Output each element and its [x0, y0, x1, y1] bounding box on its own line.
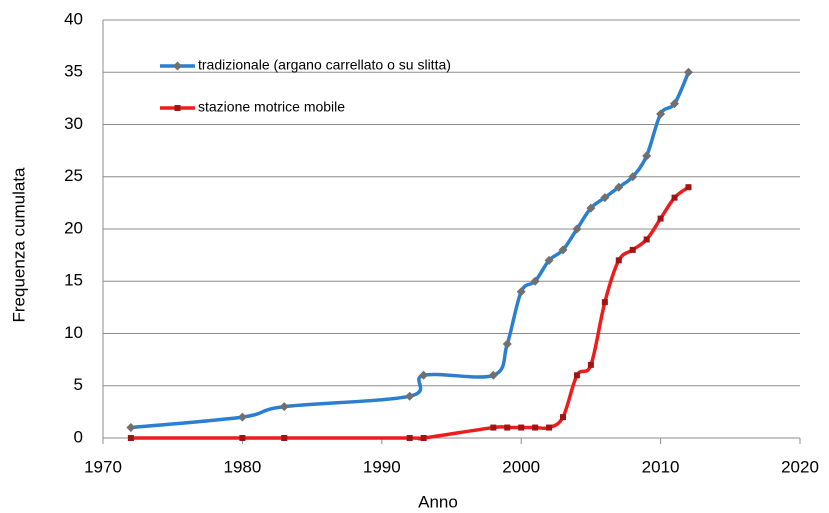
y-tick-label: 30 — [64, 114, 83, 133]
marker — [518, 424, 525, 431]
x-axis-label: Anno — [418, 492, 458, 511]
marker — [419, 370, 429, 380]
marker — [683, 67, 693, 77]
marker — [546, 424, 553, 431]
x-tick-label: 2020 — [781, 457, 819, 476]
legend-label: tradizionale (argano carrellato o su sli… — [198, 57, 451, 73]
y-axis-label: Frequenza cumulata — [9, 167, 28, 323]
legend-label: stazione motrice mobile — [198, 99, 345, 115]
marker — [656, 109, 666, 119]
y-tick-label: 10 — [64, 323, 83, 342]
legend-marker — [173, 61, 182, 71]
marker — [281, 435, 288, 441]
marker — [488, 370, 498, 380]
marker — [601, 299, 608, 306]
marker — [573, 372, 580, 379]
marker — [558, 245, 568, 255]
marker — [586, 203, 596, 213]
series-line — [130, 71, 691, 430]
y-tick-label: 20 — [64, 218, 83, 237]
marker — [628, 172, 638, 182]
marker — [685, 184, 692, 191]
marker — [405, 391, 415, 401]
marker — [657, 215, 664, 222]
marker — [237, 412, 247, 422]
marker — [587, 361, 594, 368]
marker — [615, 257, 622, 264]
marker — [642, 151, 652, 161]
x-tick-label: 1970 — [84, 457, 122, 476]
x-tick-label: 1990 — [363, 457, 401, 476]
marker — [614, 182, 624, 192]
marker — [530, 276, 540, 286]
marker — [560, 414, 567, 421]
y-tick-label: 15 — [64, 271, 83, 290]
marker — [126, 423, 136, 433]
x-tick-label: 1980 — [223, 457, 261, 476]
marker — [572, 224, 582, 234]
marker — [643, 236, 650, 243]
marker — [629, 246, 636, 253]
marker — [532, 424, 539, 431]
y-tick-label: 35 — [64, 62, 83, 81]
marker — [544, 255, 554, 265]
marker — [279, 402, 289, 412]
y-tick-label: 25 — [64, 166, 83, 185]
marker — [670, 99, 680, 109]
series-line — [130, 185, 690, 441]
marker — [420, 435, 427, 441]
x-tick-label: 2010 — [642, 457, 680, 476]
y-tick-label: 40 — [64, 9, 83, 28]
marker — [516, 287, 526, 297]
marker — [127, 435, 134, 441]
marker — [504, 424, 511, 431]
marker — [239, 435, 246, 441]
y-tick-label: 0 — [74, 427, 83, 446]
x-tick-label: 2000 — [502, 457, 540, 476]
marker — [600, 193, 610, 203]
marker — [406, 435, 413, 441]
y-tick-label: 5 — [74, 375, 83, 394]
legend-marker — [174, 105, 181, 111]
marker — [490, 424, 497, 431]
marker — [502, 339, 512, 349]
marker — [671, 194, 678, 201]
